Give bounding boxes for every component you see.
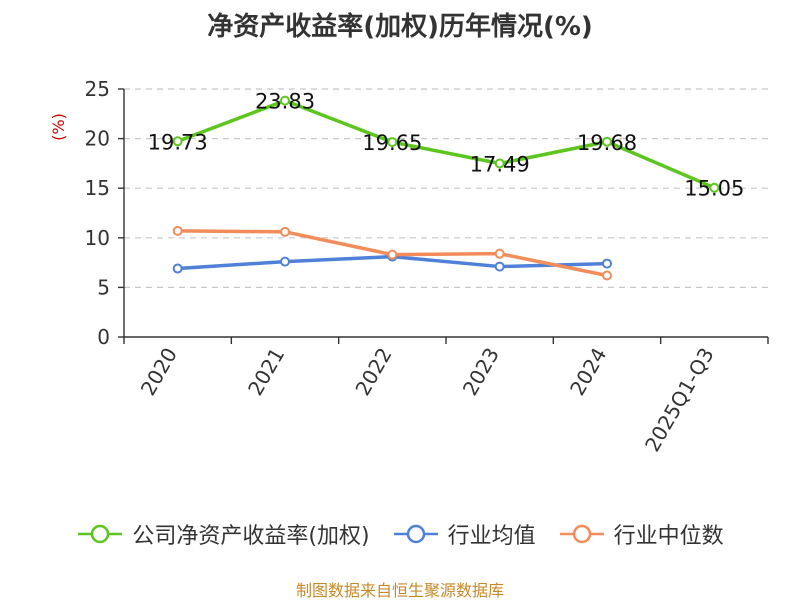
y-tick-label: 0	[97, 325, 110, 349]
x-tick-label: 2022	[350, 344, 396, 400]
data-label: 19.73	[148, 130, 208, 154]
data-point	[387, 137, 398, 148]
data-point	[602, 136, 612, 147]
x-tick-label: 2025Q1-Q3	[640, 344, 719, 456]
data-label: 19.65	[362, 131, 422, 155]
data-labels: 19.73 23.83 19.65 17.49 19.68 15.05	[148, 90, 745, 201]
data-point	[494, 261, 505, 272]
data-point	[494, 158, 505, 169]
series	[172, 95, 720, 281]
data-label: 19.68	[577, 131, 637, 155]
y-tick-label: 10	[85, 226, 110, 250]
series-line	[177, 98, 716, 190]
data-point	[602, 258, 612, 269]
x-tick-label: 2024	[565, 344, 611, 400]
legend-item[interactable]: 公司净资产收益率(加权)	[76, 518, 370, 550]
data-point	[172, 263, 183, 274]
y-tick-label: 20	[85, 127, 110, 151]
data-label: 15.05	[684, 177, 744, 201]
legend-label: 行业中位数	[613, 524, 724, 549]
y-axis-label: (%)	[49, 113, 68, 141]
data-point	[172, 136, 183, 147]
data-label: 17.49	[470, 152, 530, 176]
data-point	[280, 256, 290, 267]
data-point	[280, 95, 290, 106]
grid-lines	[124, 88, 768, 288]
legend-item[interactable]: 行业均值	[392, 518, 536, 550]
data-point	[494, 248, 505, 259]
legend-label: 行业均值	[447, 524, 536, 549]
data-point	[387, 249, 398, 260]
legend-marker-icon	[393, 524, 438, 544]
data-point	[602, 270, 612, 281]
legend-marker-icon	[78, 524, 123, 544]
data-label: 23.83	[255, 90, 315, 114]
legend-item[interactable]: 行业中位数	[558, 518, 724, 550]
y-tick-label: 5	[97, 275, 110, 299]
x-tick-label: 2023	[458, 343, 504, 399]
x-tick-label: 2020	[136, 344, 182, 400]
y-tick-label: 15	[85, 176, 110, 200]
chart-title: 净资产收益率(加权)历年情况(%)	[207, 12, 593, 42]
source-note: 制图数据来自恒生聚源数据库	[295, 581, 504, 600]
x-tick-label: 2021	[243, 344, 289, 400]
legend-marker-icon	[559, 524, 604, 544]
legend: 公司净资产收益率(加权) 行业均值 行业中位数	[0, 518, 800, 550]
data-point	[280, 226, 290, 237]
y-tick-label: 25	[85, 77, 110, 101]
legend-label: 公司净资产收益率(加权)	[132, 524, 370, 549]
data-point	[172, 225, 183, 236]
data-point	[709, 182, 720, 193]
